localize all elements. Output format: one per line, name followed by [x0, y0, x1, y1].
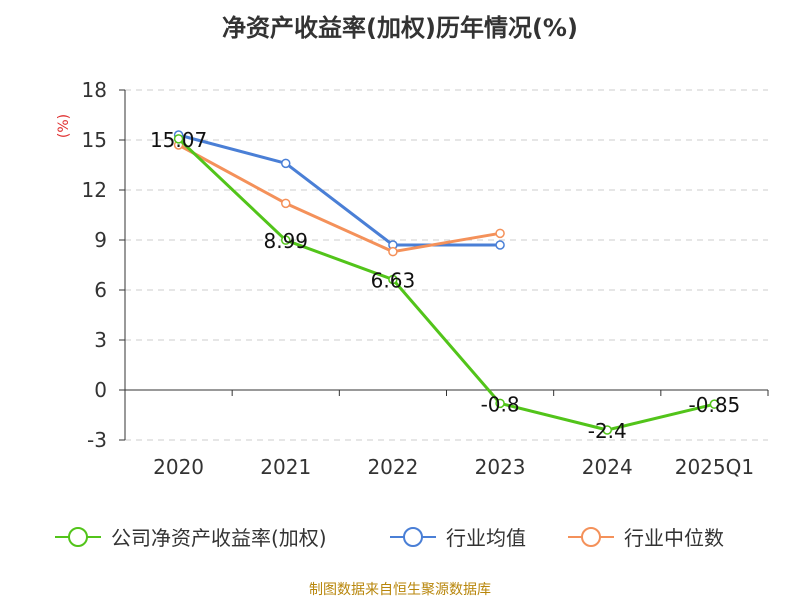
legend-label: 行业均值	[446, 526, 526, 550]
y-tick-label: 0	[94, 378, 107, 402]
grid-lines	[125, 89, 768, 441]
series-2	[173, 140, 505, 257]
axes: 18 15 12 9 6 3 0 -3 2020 2021 2022 2023 2024 2025Q1	[82, 78, 769, 479]
source-note: 制图数据来自恒生聚源数据库	[309, 582, 491, 598]
legend[interactable]: 公司净资产收益率(加权) 行业均值 行业中位数	[55, 526, 724, 550]
legend-item-2[interactable]: 行业中位数	[568, 526, 724, 550]
y-tick-label: 12	[82, 178, 107, 202]
data-point	[709, 399, 720, 409]
data-point	[495, 228, 505, 239]
data-label: -0.85	[689, 393, 741, 417]
x-tick-label: 2025Q1	[675, 455, 754, 479]
legend-item-1[interactable]: 行业均值	[390, 526, 526, 550]
data-label: -2.4	[588, 419, 627, 443]
x-tick-label: 2024	[582, 455, 633, 479]
data-labels: 15.07 8.99 6.63 -0.8 -2.4 -0.85	[150, 128, 740, 443]
y-axis-label: (%)	[56, 114, 72, 138]
y-tick-label: 18	[82, 78, 107, 102]
data-point	[495, 398, 505, 409]
data-point	[281, 198, 291, 209]
series-0	[173, 134, 720, 435]
data-label: 6.63	[371, 269, 416, 293]
data-label: 15.07	[150, 128, 207, 152]
legend-label: 公司净资产收益率(加权)	[111, 526, 327, 550]
x-tick-label: 2020	[153, 455, 204, 479]
data-point	[281, 235, 291, 245]
y-tick-label: -3	[87, 428, 107, 452]
series-line	[177, 137, 715, 432]
legend-marker-icon	[403, 527, 423, 547]
chart-title: 净资产收益率(加权)历年情况(%)	[222, 14, 578, 42]
legend-item-0[interactable]: 公司净资产收益率(加权)	[55, 526, 327, 550]
x-tick-label: 2023	[475, 455, 526, 479]
data-label: -0.8	[481, 392, 520, 416]
data-label: 8.99	[263, 229, 308, 253]
legend-marker-icon	[581, 527, 601, 547]
data-point	[388, 246, 398, 257]
legend-marker-icon	[68, 527, 88, 547]
y-tick-label: 15	[82, 128, 107, 152]
series-line	[177, 143, 501, 254]
data-point	[281, 158, 291, 169]
data-point	[602, 425, 612, 435]
y-tick-label: 3	[94, 328, 107, 352]
data-point	[495, 240, 505, 250]
legend-label: 行业中位数	[624, 526, 724, 550]
x-tick-label: 2021	[260, 455, 311, 479]
data-point	[388, 274, 398, 285]
x-tick-label: 2022	[367, 455, 418, 479]
series-lines	[173, 130, 720, 435]
series-line	[178, 133, 501, 247]
data-point	[173, 134, 184, 144]
y-tick-label: 9	[94, 228, 107, 252]
y-tick-label: 6	[94, 278, 107, 302]
